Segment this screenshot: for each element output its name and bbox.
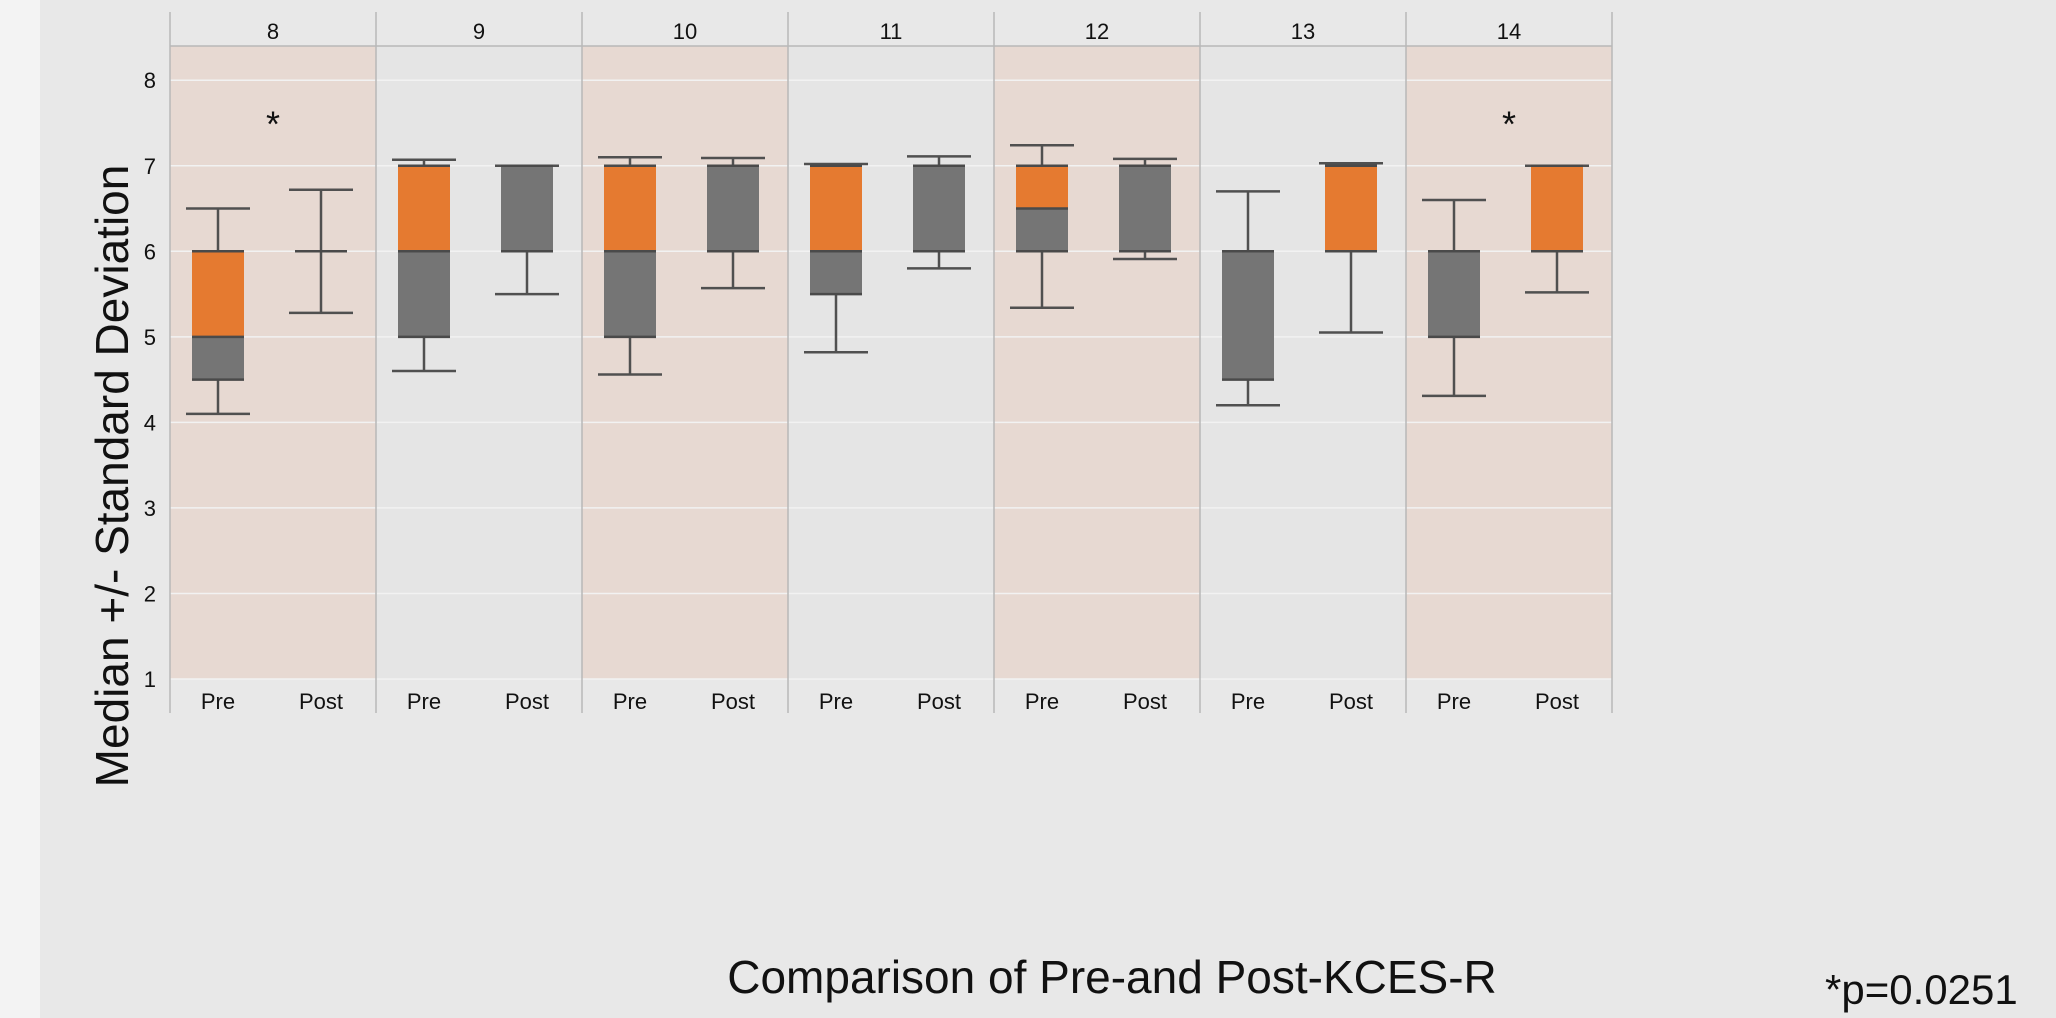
box-upper-segment [398, 165, 450, 252]
group-band-11 [788, 46, 994, 679]
y-axis-title: Median +/- Standard Deviation [86, 165, 138, 788]
box-lower-segment [1428, 251, 1480, 337]
box-lower-segment [192, 336, 244, 380]
group-band-9 [376, 46, 582, 679]
significance-footnote: *p=0.0251 [1825, 966, 2018, 1013]
box-10-pre [598, 155, 662, 376]
group-band-14 [1406, 46, 1612, 679]
x-sub-label-13-pre: Pre [1231, 689, 1265, 714]
x-sub-label-11-post: Post [917, 689, 961, 714]
box-upper-segment [604, 165, 656, 252]
group-label-14: 14 [1497, 19, 1521, 44]
group-label-11: 11 [880, 19, 903, 44]
box-11-pre [804, 162, 868, 354]
y-tick-label-1: 1 [144, 667, 156, 692]
box-12-pre [1010, 143, 1074, 310]
x-sub-label-10-post: Post [711, 689, 755, 714]
box-lower-segment [398, 251, 450, 337]
y-tick-label-4: 4 [144, 410, 156, 435]
box-lower-segment [1016, 208, 1068, 252]
box-9-post [495, 164, 559, 296]
x-sub-label-9-post: Post [505, 689, 549, 714]
box-upper-segment [810, 165, 862, 252]
box-11-post [907, 155, 971, 270]
group-band-10 [582, 46, 788, 679]
x-sub-label-13-post: Post [1329, 689, 1373, 714]
box-upper-segment [192, 251, 244, 337]
group-band-12 [994, 46, 1200, 679]
box-14-pre [1422, 198, 1486, 398]
box-14-post [1525, 164, 1589, 294]
x-sub-label-8-pre: Pre [201, 689, 235, 714]
box-lower-segment [1119, 165, 1171, 252]
group-label-9: 9 [473, 19, 485, 44]
box-8-post [289, 188, 353, 315]
group-bands [170, 46, 1612, 679]
box-upper-segment [1531, 165, 1583, 252]
x-sub-label-12-pre: Pre [1025, 689, 1059, 714]
x-sub-label-12-post: Post [1123, 689, 1167, 714]
box-9-pre [392, 158, 456, 373]
box-13-post [1319, 161, 1383, 334]
box-13-pre [1216, 190, 1280, 407]
x-axis-title: Comparison of Pre-and Post-KCES-R [727, 951, 1497, 1003]
box-lower-segment [604, 251, 656, 337]
y-tick-label-7: 7 [144, 154, 156, 179]
x-sub-label-14-post: Post [1535, 689, 1579, 714]
box-12-post [1113, 157, 1177, 261]
box-lower-segment [707, 165, 759, 252]
significance-mark-8: * [266, 104, 280, 145]
box-upper-segment [1016, 165, 1068, 209]
box-upper-segment [1325, 165, 1377, 252]
y-tick-label-5: 5 [144, 325, 156, 350]
box-lower-segment [810, 251, 862, 295]
box-lower-segment [1222, 251, 1274, 380]
box-10-post [701, 156, 765, 290]
x-sub-label-14-pre: Pre [1437, 689, 1471, 714]
x-sub-label-11-pre: Pre [819, 689, 853, 714]
y-tick-label-3: 3 [144, 496, 156, 521]
significance-mark-14: * [1502, 104, 1516, 145]
y-tick-label-2: 2 [144, 581, 156, 606]
group-dividers [169, 12, 1613, 713]
y-tick-label-8: 8 [144, 68, 156, 93]
boxes-layer [186, 143, 1589, 416]
group-label-8: 8 [267, 19, 279, 44]
group-label-10: 10 [673, 19, 697, 44]
group-label-12: 12 [1085, 19, 1109, 44]
chart-container: 1 2 3 4 5 6 7 8 8 9 10 11 12 13 14 Pre Post Pre Post Pre Pos… [40, 0, 2056, 1018]
group-label-13: 13 [1291, 19, 1315, 44]
x-sub-label-9-pre: Pre [407, 689, 441, 714]
x-sub-label-10-pre: Pre [613, 689, 647, 714]
x-sub-label-8-post: Post [299, 689, 343, 714]
box-lower-segment [913, 165, 965, 252]
y-tick-label-6: 6 [144, 239, 156, 264]
box-8-pre [186, 207, 250, 416]
box-lower-segment [501, 165, 553, 252]
